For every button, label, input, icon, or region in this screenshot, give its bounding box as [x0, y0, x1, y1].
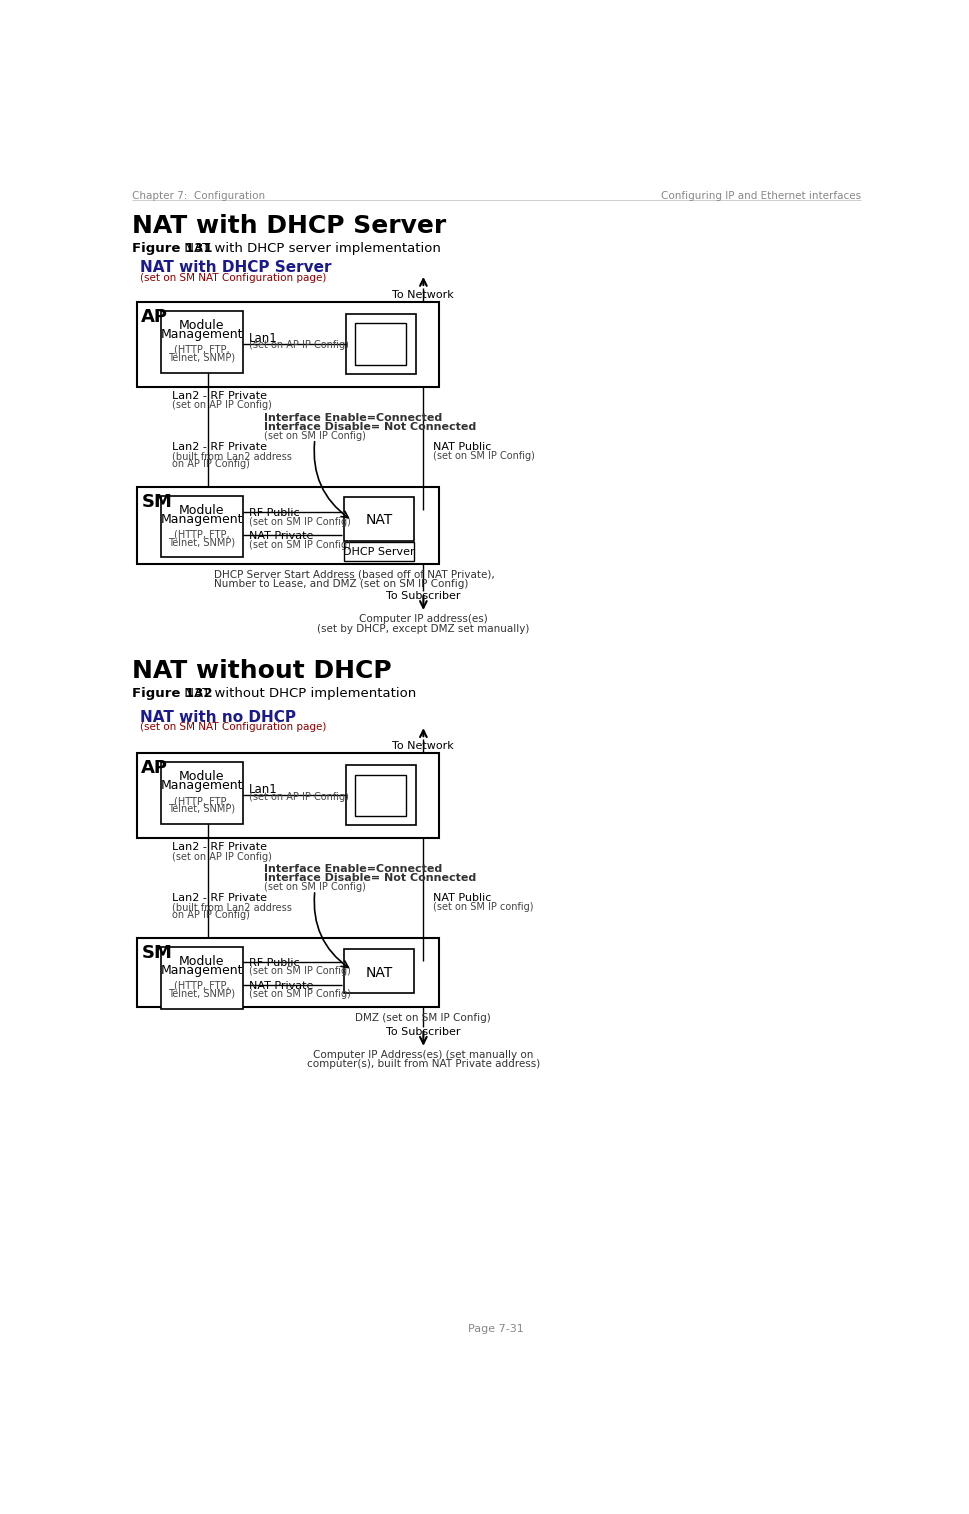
Text: Lan1: Lan1	[249, 332, 278, 345]
Text: Interface Enable=Connected: Interface Enable=Connected	[265, 413, 443, 422]
Text: (HTTP, FTP,: (HTTP, FTP,	[173, 345, 230, 354]
Text: (set on SM IP Config): (set on SM IP Config)	[249, 966, 351, 977]
Text: Computer IP address(es): Computer IP address(es)	[359, 615, 487, 624]
Bar	[344, 949, 414, 993]
Text: (set by DHCP, except DMZ set manually): (set by DHCP, except DMZ set manually)	[317, 624, 530, 634]
Text: NAT Private: NAT Private	[249, 981, 313, 992]
Text: Module: Module	[179, 319, 225, 332]
Text: Computer IP Address(es) (set manually on: Computer IP Address(es) (set manually on	[313, 1051, 534, 1060]
Text: computer(s), built from NAT Private address): computer(s), built from NAT Private addr…	[307, 1060, 540, 1069]
Text: RF Public: RF Public	[249, 509, 299, 518]
Text: (set on AP IP Config): (set on AP IP Config)	[172, 400, 272, 410]
Text: NAT with no DHCP: NAT with no DHCP	[140, 710, 296, 725]
Bar	[162, 762, 243, 824]
Text: SM: SM	[141, 492, 172, 510]
Bar	[162, 310, 243, 372]
Text: Management: Management	[161, 964, 243, 977]
Text: Number to Lease, and DMZ (set on SM IP Config): Number to Lease, and DMZ (set on SM IP C…	[214, 578, 468, 589]
Text: Figure 132: Figure 132	[132, 687, 212, 699]
Text: Telnet, SNMP): Telnet, SNMP)	[169, 989, 235, 999]
Text: (set on SM IP Config): (set on SM IP Config)	[265, 883, 366, 892]
Text: Interface Disable= Not Connected: Interface Disable= Not Connected	[265, 874, 477, 883]
Text: Module: Module	[179, 955, 225, 967]
Text: Telnet, SNMP): Telnet, SNMP)	[169, 804, 235, 815]
Bar	[356, 775, 406, 816]
Text: Configuring IP and Ethernet interfaces: Configuring IP and Ethernet interfaces	[661, 191, 861, 201]
Text: Interface Disable= Not Connected: Interface Disable= Not Connected	[265, 422, 477, 431]
Text: Lan2 - RF Private: Lan2 - RF Private	[172, 842, 267, 852]
Text: Management: Management	[161, 329, 243, 341]
Text: (set on SM IP Config): (set on SM IP Config)	[249, 539, 351, 550]
Text: DHCP Server Start Address (based off of NAT Private),: DHCP Server Start Address (based off of …	[214, 569, 495, 580]
Text: AP: AP	[141, 307, 169, 326]
Text: AP: AP	[141, 759, 169, 777]
Text: (set on SM IP config): (set on SM IP config)	[433, 902, 533, 913]
Text: NAT: NAT	[365, 966, 392, 980]
Bar	[137, 301, 439, 386]
Text: Management: Management	[161, 513, 243, 525]
Text: on AP IP Config): on AP IP Config)	[172, 459, 250, 469]
Text: (set on AP IP Config): (set on AP IP Config)	[249, 792, 349, 801]
Bar	[137, 752, 439, 837]
Text: (HTTP, FTP,: (HTTP, FTP,	[173, 796, 230, 805]
Bar	[346, 313, 416, 374]
Text: NAT with DHCP server implementation: NAT with DHCP server implementation	[180, 242, 441, 254]
Text: NAT with DHCP Server: NAT with DHCP Server	[140, 260, 331, 276]
Bar	[137, 937, 439, 1007]
Bar	[344, 542, 414, 560]
Text: To Subscriber: To Subscriber	[386, 592, 460, 601]
Text: Module: Module	[179, 504, 225, 516]
Bar	[162, 948, 243, 1008]
Text: Lan2 - RF Private: Lan2 - RF Private	[172, 893, 267, 904]
Bar	[162, 497, 243, 557]
Text: (set on SM NAT Configuration page): (set on SM NAT Configuration page)	[140, 273, 327, 283]
Text: NAT Private: NAT Private	[249, 531, 313, 542]
Text: (HTTP, FTP,: (HTTP, FTP,	[173, 981, 230, 992]
Text: NAT Public: NAT Public	[433, 442, 491, 453]
Text: RF Public: RF Public	[249, 958, 299, 967]
Text: Chapter 7:  Configuration: Chapter 7: Configuration	[132, 191, 266, 201]
Text: (set on AP IP Config): (set on AP IP Config)	[249, 341, 349, 350]
Text: To Network: To Network	[392, 742, 454, 751]
Bar	[137, 486, 439, 563]
Text: SM: SM	[141, 945, 172, 961]
Bar	[356, 324, 406, 365]
Text: (HTTP, FTP,: (HTTP, FTP,	[173, 530, 230, 539]
Text: Lan1: Lan1	[249, 783, 278, 796]
Text: Module: Module	[179, 771, 225, 783]
Text: (set on SM IP Config): (set on SM IP Config)	[433, 451, 535, 462]
Text: Lan2 - RF Private: Lan2 - RF Private	[172, 391, 267, 401]
Text: (set on SM IP Config): (set on SM IP Config)	[265, 431, 366, 441]
Text: (set on AP IP Config): (set on AP IP Config)	[172, 851, 272, 861]
Text: Telnet, SNMP): Telnet, SNMP)	[169, 353, 235, 363]
Bar	[344, 498, 414, 540]
Text: NAT with DHCP Server: NAT with DHCP Server	[132, 213, 447, 238]
Text: (set on SM IP Config): (set on SM IP Config)	[249, 990, 351, 999]
Text: DMZ (set on SM IP Config): DMZ (set on SM IP Config)	[356, 1013, 491, 1023]
Text: Figure 131: Figure 131	[132, 242, 212, 254]
Text: To Network: To Network	[392, 291, 454, 300]
Bar	[346, 766, 416, 825]
Text: Lan2 - RF Private: Lan2 - RF Private	[172, 442, 267, 453]
Text: Page 7-31: Page 7-31	[468, 1323, 524, 1334]
Text: (built from Lan2 address: (built from Lan2 address	[172, 902, 292, 913]
Text: Telnet, SNMP): Telnet, SNMP)	[169, 537, 235, 548]
Text: NAT without DHCP implementation: NAT without DHCP implementation	[180, 687, 417, 699]
Text: (set on SM IP Config): (set on SM IP Config)	[249, 516, 351, 527]
Text: Interface Enable=Connected: Interface Enable=Connected	[265, 864, 443, 874]
Text: Management: Management	[161, 780, 243, 792]
Text: DHCP Server: DHCP Server	[343, 548, 415, 557]
Text: (set on SM NAT Configuration page): (set on SM NAT Configuration page)	[140, 722, 327, 733]
Text: NAT Public: NAT Public	[433, 893, 491, 904]
Text: NAT: NAT	[365, 513, 392, 527]
Text: To Subscriber: To Subscriber	[386, 1026, 460, 1037]
Text: on AP IP Config): on AP IP Config)	[172, 910, 250, 921]
Text: (built from Lan2 address: (built from Lan2 address	[172, 451, 292, 462]
Text: NAT without DHCP: NAT without DHCP	[132, 659, 391, 683]
